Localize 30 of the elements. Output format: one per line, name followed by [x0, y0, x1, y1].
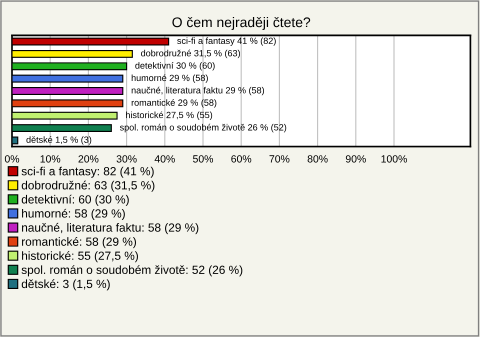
data-label: naučné, literatura faktu 29 % (58)	[132, 86, 264, 96]
data-label: dobrodružné 31,5 % (63)	[141, 50, 240, 58]
x-tick-label: 10%	[40, 155, 60, 163]
data-label: sci-fi a fantasy 41 % (82)	[177, 37, 276, 46]
x-tick-label: 70%	[270, 155, 290, 163]
legend-label: dobrodružné: 63 (31,5 %)	[22, 180, 154, 192]
data-label: spol. román o soudobém životě 26 % (52)	[120, 124, 286, 132]
x-tick-label: 40%	[154, 155, 175, 163]
x-tick-label: 100%	[381, 155, 407, 163]
data-label: romantické 29 % (58)	[132, 99, 216, 108]
x-tick-label: 30%	[116, 155, 137, 163]
legend-label: detektivní: 60 (30 %)	[22, 194, 129, 206]
legend-label: romantické: 58 (29 %)	[22, 237, 136, 248]
data-label: humorné 29 % (58)	[132, 74, 208, 83]
x-tick-label: 50%	[192, 155, 214, 163]
x-tick-label: 0%	[4, 155, 20, 163]
legend-label: historické: 55 (27,5 %)	[22, 251, 138, 262]
x-tick-label: 20%	[78, 155, 98, 163]
chart-title: O čem nejraději čtete?	[172, 16, 310, 30]
x-tick-label: 80%	[308, 155, 328, 163]
x-tick-label: 90%	[346, 155, 366, 163]
legend-label: naučné, literatura faktu: 58 (29 %)	[22, 222, 198, 234]
data-label: dětské 1,5 % (3)	[26, 136, 92, 145]
legend-label: sci-fi a fantasy: 82 (41 %)	[22, 166, 154, 178]
legend-label: dětské: 3 (1,5 %)	[22, 279, 110, 290]
legend-label: humorné: 58 (29 %)	[22, 208, 125, 220]
data-label: historické 27,5 % (55)	[126, 111, 212, 120]
data-label: detektivní 30 % (60)	[135, 62, 215, 71]
legend-label: spol. román o soudobém životě: 52 (26 %)	[22, 265, 242, 276]
x-tick-label: 60%	[231, 155, 252, 163]
